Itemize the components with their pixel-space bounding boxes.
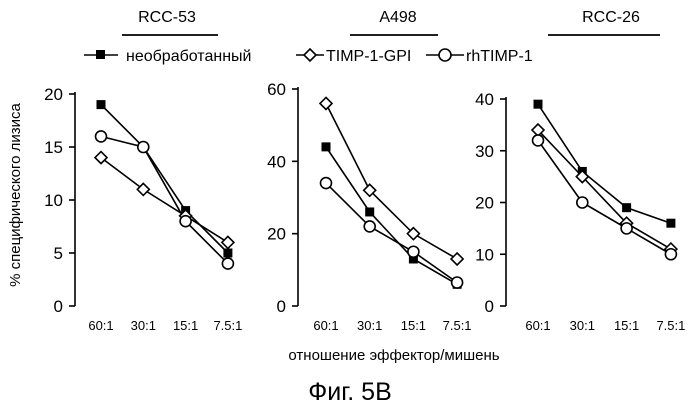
series-line-square [100, 104, 229, 254]
x-tick-label: 30:1 [131, 318, 156, 333]
x-axis-label: отношение эффектор/мишень [288, 347, 499, 364]
chart-panel-rcc-26: RCC-26 0 10 20 30 40 60:1 30:1 15:1 7.5:1 [475, 9, 685, 333]
series-line-diamond [537, 129, 672, 250]
legend-label-untreated: необработанный [126, 48, 251, 65]
y-tick-label: 10 [44, 191, 63, 210]
x-tick-label: 15:1 [401, 318, 426, 333]
series-line-square [537, 103, 672, 224]
data-point-circle [531, 134, 545, 147]
data-point-circle [221, 257, 235, 270]
series-line-square [325, 146, 458, 285]
y-tick-label: 0 [485, 297, 494, 316]
y-tick-label: 20 [475, 194, 494, 213]
legend-marker-diamond [302, 47, 318, 63]
y-axis-label: % специфического лизиса [7, 102, 24, 286]
x-tick-label: 30:1 [570, 318, 595, 333]
series-line-diamond [325, 103, 458, 260]
data-point-circle [407, 245, 420, 259]
data-point-square [223, 248, 233, 258]
data-point-diamond [575, 169, 590, 184]
data-point-diamond [318, 96, 334, 111]
data-point-diamond [136, 182, 151, 197]
data-point-square [408, 254, 418, 264]
data-point-circle [664, 247, 678, 261]
figure-caption: Фиг. 5B [308, 378, 392, 406]
x-tick-label: 30:1 [357, 318, 382, 333]
chart-panel-a498: A498 0 20 40 60 60:1 30:1 15:1 7.5:1 [267, 9, 471, 333]
x-tick-label: 60:1 [88, 318, 113, 333]
data-point-circle [620, 222, 633, 235]
y-tick-label: 20 [44, 85, 63, 104]
data-point-diamond [220, 235, 236, 250]
panel-title: RCC-53 [138, 9, 196, 26]
data-point-circle [575, 196, 589, 209]
legend-label-gpi: TIMP-1-GPI [326, 48, 411, 65]
data-point-circle [319, 176, 333, 190]
data-point-circle [137, 140, 150, 154]
series-line-diamond [100, 156, 229, 244]
legend-label-rh: rhTIMP-1 [466, 48, 533, 65]
y-tick-label: 30 [475, 142, 494, 161]
legend: необработанный TIMP-1-GPI rhTIMP-1 [84, 47, 533, 65]
legend-marker-square [96, 50, 105, 59]
series-line-circle [100, 135, 229, 265]
x-tick-label: 60:1 [525, 318, 550, 333]
data-point-circle [450, 276, 464, 289]
data-point-square [666, 218, 676, 228]
data-point-diamond [406, 226, 421, 241]
y-tick-label: 60 [267, 80, 286, 99]
y-tick-label: 40 [475, 90, 494, 109]
x-tick-label: 7.5:1 [213, 318, 242, 333]
data-point-circle [363, 220, 377, 233]
x-tick-label: 7.5:1 [443, 318, 472, 333]
series-line-circle [537, 139, 672, 255]
y-tick-label: 5 [54, 244, 63, 263]
chart-panel-rcc-53: RCC-53 0 5 10 15 20 60:1 30:1 15:1 7.5:1 [44, 9, 242, 333]
x-tick-label: 60:1 [313, 318, 338, 333]
x-tick-label: 15:1 [614, 318, 639, 333]
data-point-diamond [362, 183, 377, 198]
series-line-circle [325, 182, 458, 284]
y-tick-label: 20 [267, 225, 286, 244]
data-point-square [533, 99, 543, 109]
y-tick-label: 40 [267, 152, 286, 171]
data-point-square [622, 203, 632, 213]
panel-title: RCC-26 [582, 9, 640, 26]
data-point-diamond [93, 150, 109, 165]
panel-title: A498 [379, 9, 416, 26]
data-point-square [96, 100, 106, 110]
x-tick-label: 15:1 [173, 318, 198, 333]
x-tick-label: 7.5:1 [656, 318, 685, 333]
data-point-square [321, 142, 331, 152]
y-tick-label: 15 [44, 138, 63, 157]
data-point-square [365, 207, 375, 217]
data-point-diamond [449, 251, 465, 267]
y-tick-label: 10 [475, 245, 494, 264]
y-tick-label: 0 [54, 297, 63, 316]
legend-marker-circle [438, 48, 452, 62]
data-point-circle [179, 214, 192, 228]
chart-panels: RCC-53 0 5 10 15 20 60:1 30:1 15:1 7.5:1 A498 0 20 40… [44, 9, 685, 333]
data-point-circle [94, 130, 108, 143]
y-tick-label: 0 [277, 297, 286, 316]
